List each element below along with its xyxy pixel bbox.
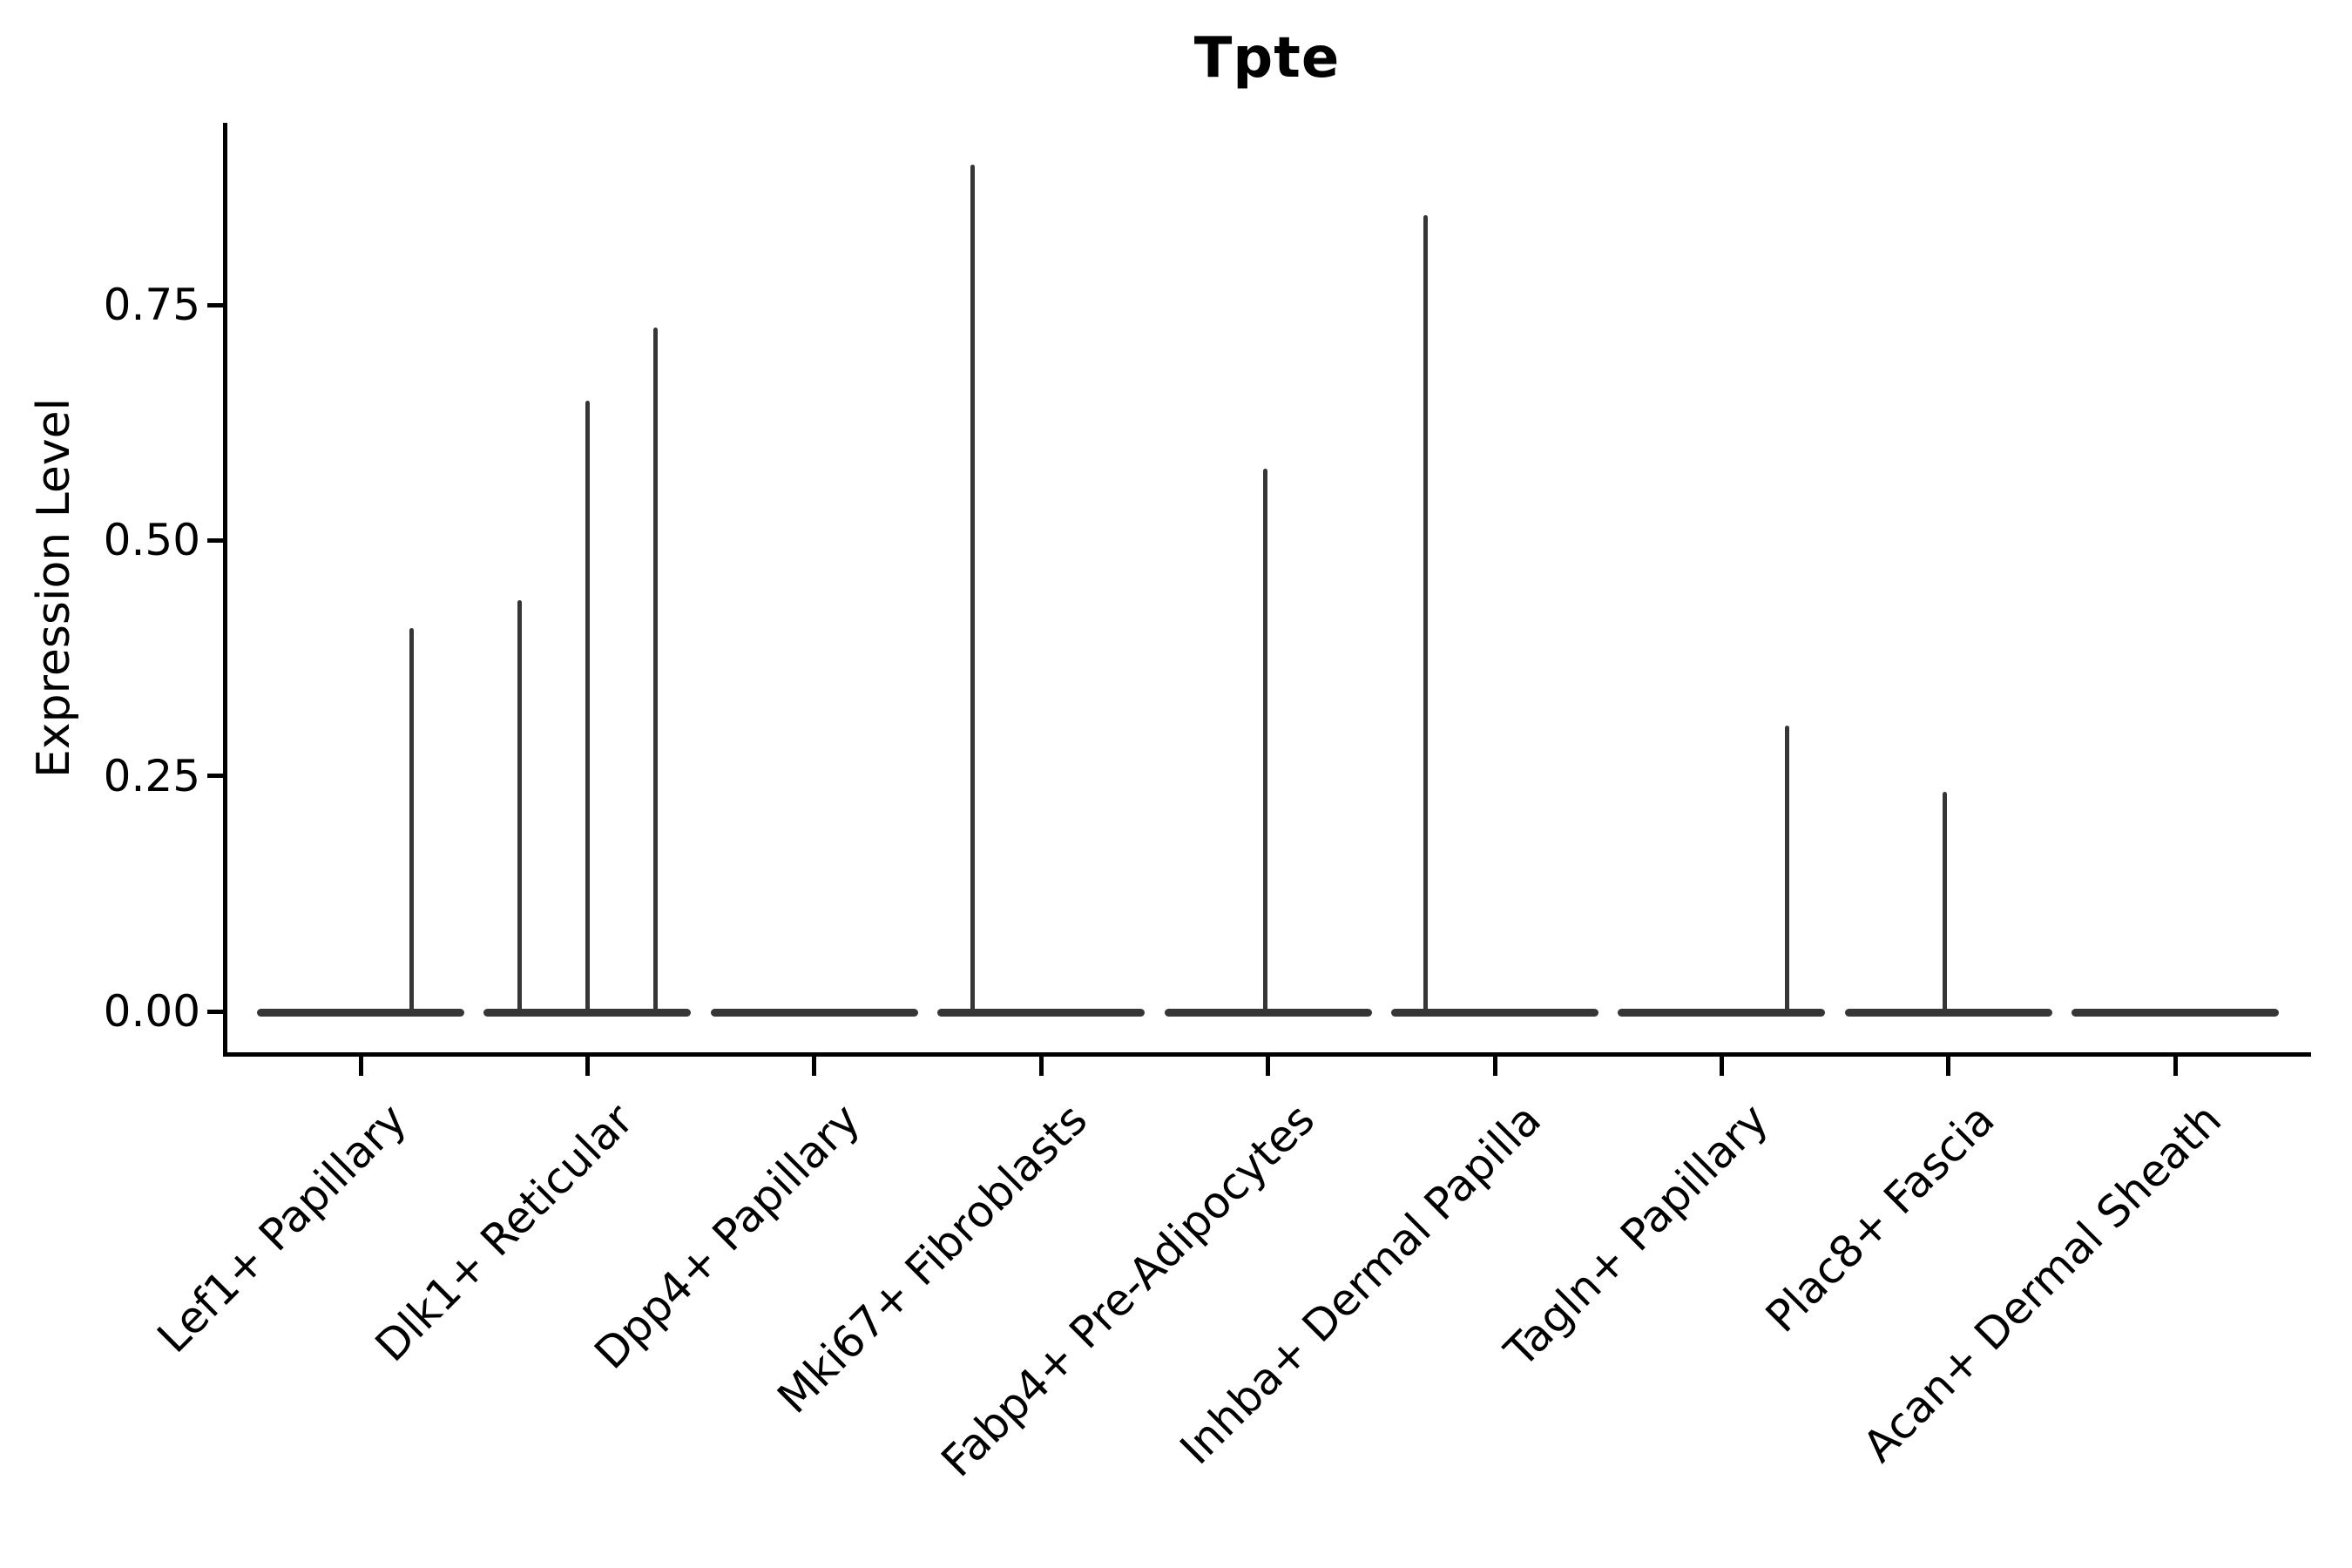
violin-body bbox=[1391, 1008, 1598, 1017]
violin-spike bbox=[652, 328, 658, 1011]
violin-spike bbox=[1423, 215, 1428, 1011]
y-tick-mark bbox=[207, 774, 224, 779]
violin-spike bbox=[1263, 469, 1268, 1011]
y-tick-mark bbox=[207, 1009, 224, 1014]
y-axis-label: Expression Level bbox=[28, 397, 80, 779]
violin-body bbox=[483, 1008, 692, 1017]
x-tick-mark bbox=[1719, 1057, 1724, 1076]
x-tick-mark bbox=[1266, 1057, 1271, 1076]
x-tick-label-plac8-fascia: Plac8+ Fascia bbox=[1756, 1094, 2004, 1342]
violin-spike bbox=[517, 599, 522, 1011]
x-tick-mark bbox=[1038, 1057, 1044, 1076]
chart-title: Tpte bbox=[1193, 26, 1341, 91]
x-tick-mark bbox=[2173, 1057, 2178, 1076]
violin-body bbox=[1618, 1008, 1826, 1017]
x-tick-label-lef1-papillary: Lef1+ Papillary bbox=[147, 1094, 417, 1363]
x-tick-mark bbox=[1492, 1057, 1497, 1076]
x-axis-line bbox=[223, 1052, 2311, 1057]
violin-body bbox=[257, 1008, 464, 1017]
x-tick-label-fabp4-pre-adipocytes: Fabp4+ Pre-Adipocytes bbox=[931, 1094, 1324, 1487]
violin-body bbox=[2072, 1008, 2280, 1017]
y-tick-mark bbox=[207, 302, 224, 308]
violin-body bbox=[937, 1008, 1146, 1017]
violin-spike bbox=[409, 627, 414, 1011]
violin-body bbox=[1164, 1008, 1372, 1017]
y-tick-label: 0.75 bbox=[103, 280, 200, 331]
x-tick-mark bbox=[1946, 1057, 1951, 1076]
violin-spike bbox=[1943, 792, 1948, 1011]
y-tick-label: 0.00 bbox=[103, 986, 200, 1037]
y-axis-line bbox=[223, 123, 227, 1056]
x-tick-mark bbox=[358, 1057, 363, 1076]
violin-spike bbox=[970, 165, 975, 1011]
x-tick-mark bbox=[585, 1057, 590, 1076]
x-tick-label-inhba-dermal-papilla: Inhba+ Dermal Papilla bbox=[1170, 1094, 1551, 1475]
violin-body bbox=[710, 1008, 918, 1017]
violin-spike bbox=[585, 401, 590, 1011]
y-tick-mark bbox=[207, 537, 224, 543]
x-tick-mark bbox=[812, 1057, 817, 1076]
y-tick-label: 0.50 bbox=[103, 515, 200, 566]
violin-body bbox=[1844, 1008, 2052, 1017]
violin-spike bbox=[1784, 726, 1789, 1011]
y-tick-label: 0.25 bbox=[103, 750, 200, 801]
